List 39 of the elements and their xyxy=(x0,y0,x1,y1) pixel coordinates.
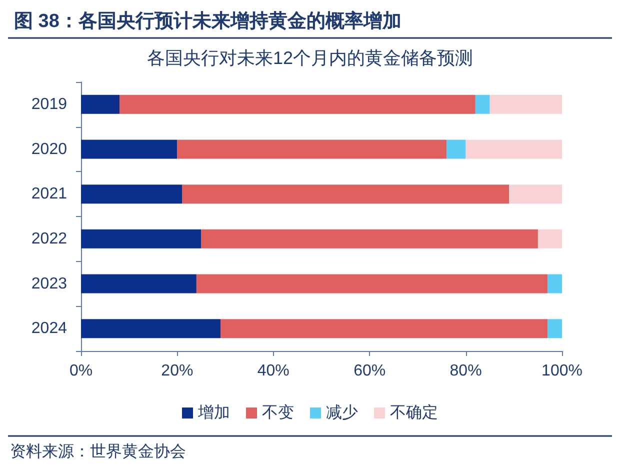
chart-title: 图 38：各国央行预计未来增持黄金的概率增加 xyxy=(14,10,402,32)
bar xyxy=(182,184,510,204)
text: 资料来源：世界黄金协会 xyxy=(10,442,186,460)
y-tick-label: 2021 xyxy=(31,186,68,203)
x-tick-label: 80% xyxy=(450,362,482,380)
bar xyxy=(490,94,562,114)
bar xyxy=(119,94,476,114)
legend-label: 不变 xyxy=(262,404,294,422)
bar xyxy=(81,229,202,248)
bar xyxy=(177,140,447,159)
y-tick-label: 2022 xyxy=(31,230,68,248)
bar xyxy=(475,94,490,114)
x-tick-label: 40% xyxy=(257,362,290,380)
bar xyxy=(446,140,466,159)
x-tick-label: 60% xyxy=(354,362,386,380)
bar xyxy=(220,319,548,338)
x-tick-label: 20% xyxy=(161,362,194,380)
bar xyxy=(196,274,548,294)
bar xyxy=(81,274,196,294)
legend-label: 不确定 xyxy=(390,404,438,422)
bar xyxy=(81,140,178,159)
y-tick-label: 2019 xyxy=(31,96,68,113)
y-tick-label: 2023 xyxy=(31,275,68,292)
bar xyxy=(548,274,562,294)
bar xyxy=(548,319,562,338)
legend-label: 减少 xyxy=(326,404,358,422)
bar xyxy=(538,229,562,248)
bar xyxy=(201,229,538,248)
bar xyxy=(81,184,182,204)
chart-subtitle: 各国央行对未来12个月内的黄金储备预测 xyxy=(146,48,474,68)
legend-label: 增加 xyxy=(197,404,230,422)
x-tick-label: 0% xyxy=(69,362,93,380)
y-tick-label: 2024 xyxy=(31,320,68,338)
bar xyxy=(466,140,562,159)
x-tick-label: 100% xyxy=(542,362,582,380)
bar xyxy=(81,319,220,338)
bar xyxy=(81,94,120,114)
bar xyxy=(509,184,562,204)
y-tick-label: 2020 xyxy=(31,140,68,158)
